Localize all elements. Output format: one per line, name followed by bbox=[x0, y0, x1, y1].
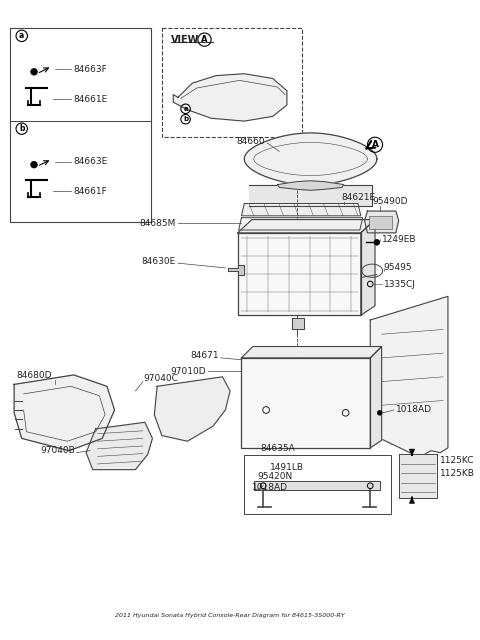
Text: 1491LB: 1491LB bbox=[270, 463, 304, 472]
Polygon shape bbox=[249, 185, 372, 206]
Circle shape bbox=[374, 239, 380, 245]
Circle shape bbox=[31, 68, 37, 75]
Circle shape bbox=[377, 410, 382, 415]
Polygon shape bbox=[173, 74, 287, 121]
Text: 2011 Hyundai Sonata Hybrid Console-Rear Diagram for 84615-3S000-RY: 2011 Hyundai Sonata Hybrid Console-Rear … bbox=[115, 613, 345, 618]
Polygon shape bbox=[277, 180, 344, 190]
Text: 84671: 84671 bbox=[190, 351, 219, 360]
Text: 84635A: 84635A bbox=[261, 444, 295, 452]
Polygon shape bbox=[238, 220, 375, 233]
Text: 97010D: 97010D bbox=[171, 367, 206, 376]
Text: 1125KB: 1125KB bbox=[440, 469, 475, 478]
Circle shape bbox=[31, 161, 37, 168]
Polygon shape bbox=[365, 211, 399, 233]
Text: a: a bbox=[19, 31, 24, 40]
Polygon shape bbox=[244, 133, 377, 185]
Polygon shape bbox=[370, 296, 448, 458]
Polygon shape bbox=[241, 346, 382, 358]
Text: A: A bbox=[372, 140, 379, 149]
Text: 97040B: 97040B bbox=[41, 446, 75, 455]
Text: 1249EB: 1249EB bbox=[382, 235, 416, 244]
Text: 1125KC: 1125KC bbox=[440, 456, 475, 465]
Text: 84661E: 84661E bbox=[74, 95, 108, 104]
Polygon shape bbox=[228, 265, 244, 275]
Polygon shape bbox=[254, 481, 380, 490]
Text: 84680D: 84680D bbox=[16, 371, 51, 380]
Bar bbox=[162, 28, 302, 137]
Text: 97040C: 97040C bbox=[143, 374, 178, 383]
Polygon shape bbox=[239, 218, 363, 230]
Polygon shape bbox=[292, 318, 304, 330]
Text: 95495: 95495 bbox=[384, 264, 412, 273]
Text: 95420N: 95420N bbox=[257, 472, 292, 481]
Polygon shape bbox=[241, 358, 370, 448]
Text: a: a bbox=[183, 106, 188, 112]
Bar bbox=[369, 216, 392, 229]
Text: 84663F: 84663F bbox=[74, 65, 108, 74]
Text: 95490D: 95490D bbox=[372, 197, 408, 206]
Text: 1018AD: 1018AD bbox=[396, 406, 432, 415]
Text: 1018AD: 1018AD bbox=[252, 483, 288, 492]
Text: A: A bbox=[201, 35, 208, 44]
Text: 84621E: 84621E bbox=[341, 193, 375, 202]
Text: b: b bbox=[183, 116, 188, 122]
Text: VIEW: VIEW bbox=[171, 35, 200, 45]
Polygon shape bbox=[86, 422, 153, 470]
Polygon shape bbox=[361, 220, 375, 316]
Polygon shape bbox=[155, 377, 230, 441]
Text: 84685M: 84685M bbox=[140, 219, 176, 228]
Polygon shape bbox=[370, 346, 382, 448]
Polygon shape bbox=[14, 375, 115, 451]
Text: 84661F: 84661F bbox=[74, 187, 108, 196]
Text: 84660: 84660 bbox=[237, 138, 265, 147]
Text: b: b bbox=[19, 124, 24, 133]
Bar bbox=[11, 28, 151, 223]
Polygon shape bbox=[241, 204, 361, 216]
Bar bbox=[244, 456, 391, 514]
Text: 84630E: 84630E bbox=[142, 257, 176, 266]
Text: 84663E: 84663E bbox=[74, 157, 108, 166]
Text: 1335CJ: 1335CJ bbox=[384, 280, 415, 289]
Polygon shape bbox=[238, 233, 361, 316]
Polygon shape bbox=[399, 454, 437, 498]
